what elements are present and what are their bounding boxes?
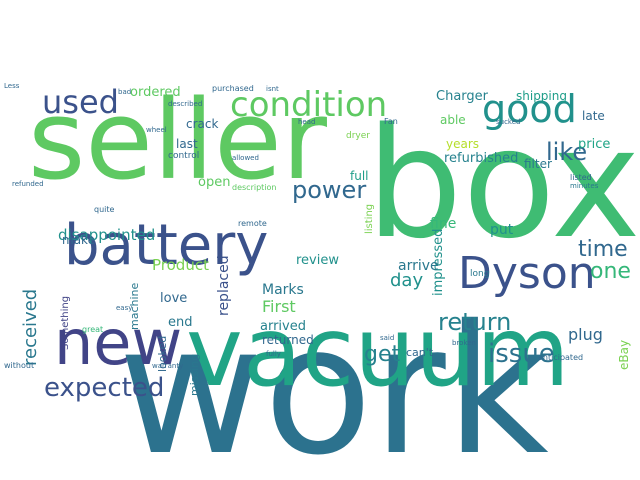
- word-ordered: ordered: [130, 85, 181, 100]
- word-like: like: [546, 138, 587, 166]
- word-able: able: [440, 113, 466, 127]
- word-said: said: [380, 334, 394, 342]
- word-long: long: [470, 269, 489, 279]
- word-product: Product: [152, 256, 209, 274]
- word-fine: fine: [430, 216, 456, 232]
- word-sucked: sucked: [496, 118, 521, 126]
- word-dryer: dryer: [346, 131, 370, 141]
- word-head: head: [298, 118, 315, 126]
- word-crack: crack: [186, 117, 218, 131]
- word-price: price: [578, 137, 610, 152]
- word-warranty: warranty: [152, 362, 183, 370]
- word-ebay: eBay: [617, 340, 631, 370]
- word-remote: remote: [238, 219, 267, 228]
- word-quite: quite: [94, 205, 115, 214]
- word-condition: condition: [230, 85, 387, 125]
- word-late: late: [582, 109, 605, 123]
- word-issue: issue: [488, 339, 555, 369]
- word-refurbished: refurbished: [444, 151, 518, 166]
- word-put: put: [490, 222, 514, 238]
- word-seller: seller: [28, 76, 328, 204]
- word-work: work: [118, 287, 549, 480]
- word-dyson: Dyson: [458, 248, 596, 299]
- word-good: good: [482, 87, 577, 131]
- word-end: end: [168, 315, 193, 330]
- word-disappointed: disappointed: [58, 226, 155, 244]
- word-less: Less: [4, 82, 20, 90]
- word-shipping: shipping: [516, 89, 567, 103]
- word-fan: Fan: [384, 117, 398, 126]
- word-machine: machine: [128, 282, 141, 330]
- word-isnt: isnt: [266, 85, 279, 93]
- word-returned: returned: [262, 333, 314, 347]
- word-wheel: wheel: [146, 126, 167, 134]
- word-full: full: [350, 169, 369, 183]
- word-listing: listing: [364, 204, 375, 234]
- word-refunded: refunded: [12, 180, 44, 188]
- word-replaced: replaced: [216, 255, 232, 316]
- word-without: without: [4, 361, 34, 370]
- word-vacuum: vacuum: [186, 296, 570, 408]
- word-anticipated: anticipated: [538, 353, 583, 362]
- word-battery: battery: [64, 213, 268, 278]
- word-allowed: allowed: [232, 154, 259, 162]
- word-return: return: [438, 308, 511, 336]
- word-easy: easy: [116, 304, 132, 312]
- word-time: time: [578, 237, 628, 262]
- word-description: description: [232, 183, 276, 192]
- word-cloud-words: work seller box vacuum battery new Dyson condit…: [4, 76, 640, 480]
- word-power: power: [292, 176, 366, 204]
- word-make: make: [62, 233, 95, 247]
- word-arrived: arrived: [260, 319, 306, 334]
- word-purchased: purchased: [212, 84, 254, 93]
- word-box: box: [366, 95, 640, 272]
- word-get: get: [364, 342, 401, 367]
- word-used: used: [42, 83, 119, 121]
- word-new: new: [54, 306, 182, 379]
- word-last: last: [176, 137, 198, 151]
- word-plug: plug: [568, 325, 603, 344]
- word-charger: Charger: [436, 89, 489, 104]
- word-open: open: [198, 175, 230, 190]
- word-years: years: [446, 137, 479, 151]
- word-one: one: [590, 259, 631, 284]
- word-looked: looked: [156, 336, 169, 372]
- word-marks: Marks: [262, 282, 304, 298]
- word-minutes: minutes: [570, 182, 599, 190]
- word-expected: expected: [44, 373, 164, 403]
- word-day: day: [390, 270, 423, 291]
- word-listed: listed: [570, 173, 592, 182]
- word-described: described: [168, 100, 202, 108]
- word-love: love: [160, 291, 187, 306]
- word-something: Something: [60, 296, 71, 350]
- word-broken: broken: [452, 339, 476, 347]
- word-bad: bad: [118, 88, 131, 96]
- word-filter: filter: [524, 157, 552, 171]
- word-impressed: impressed: [431, 229, 446, 296]
- word-arrive: arrive: [398, 258, 439, 274]
- word-review: review: [296, 253, 339, 268]
- word-received: received: [20, 289, 41, 366]
- word-control: control: [168, 151, 199, 161]
- word-first: First: [262, 297, 296, 316]
- word-can-t: can't: [406, 346, 434, 359]
- word-great: great: [82, 325, 103, 334]
- word-missing: missing: [188, 354, 201, 396]
- word-fully: fully: [266, 350, 281, 358]
